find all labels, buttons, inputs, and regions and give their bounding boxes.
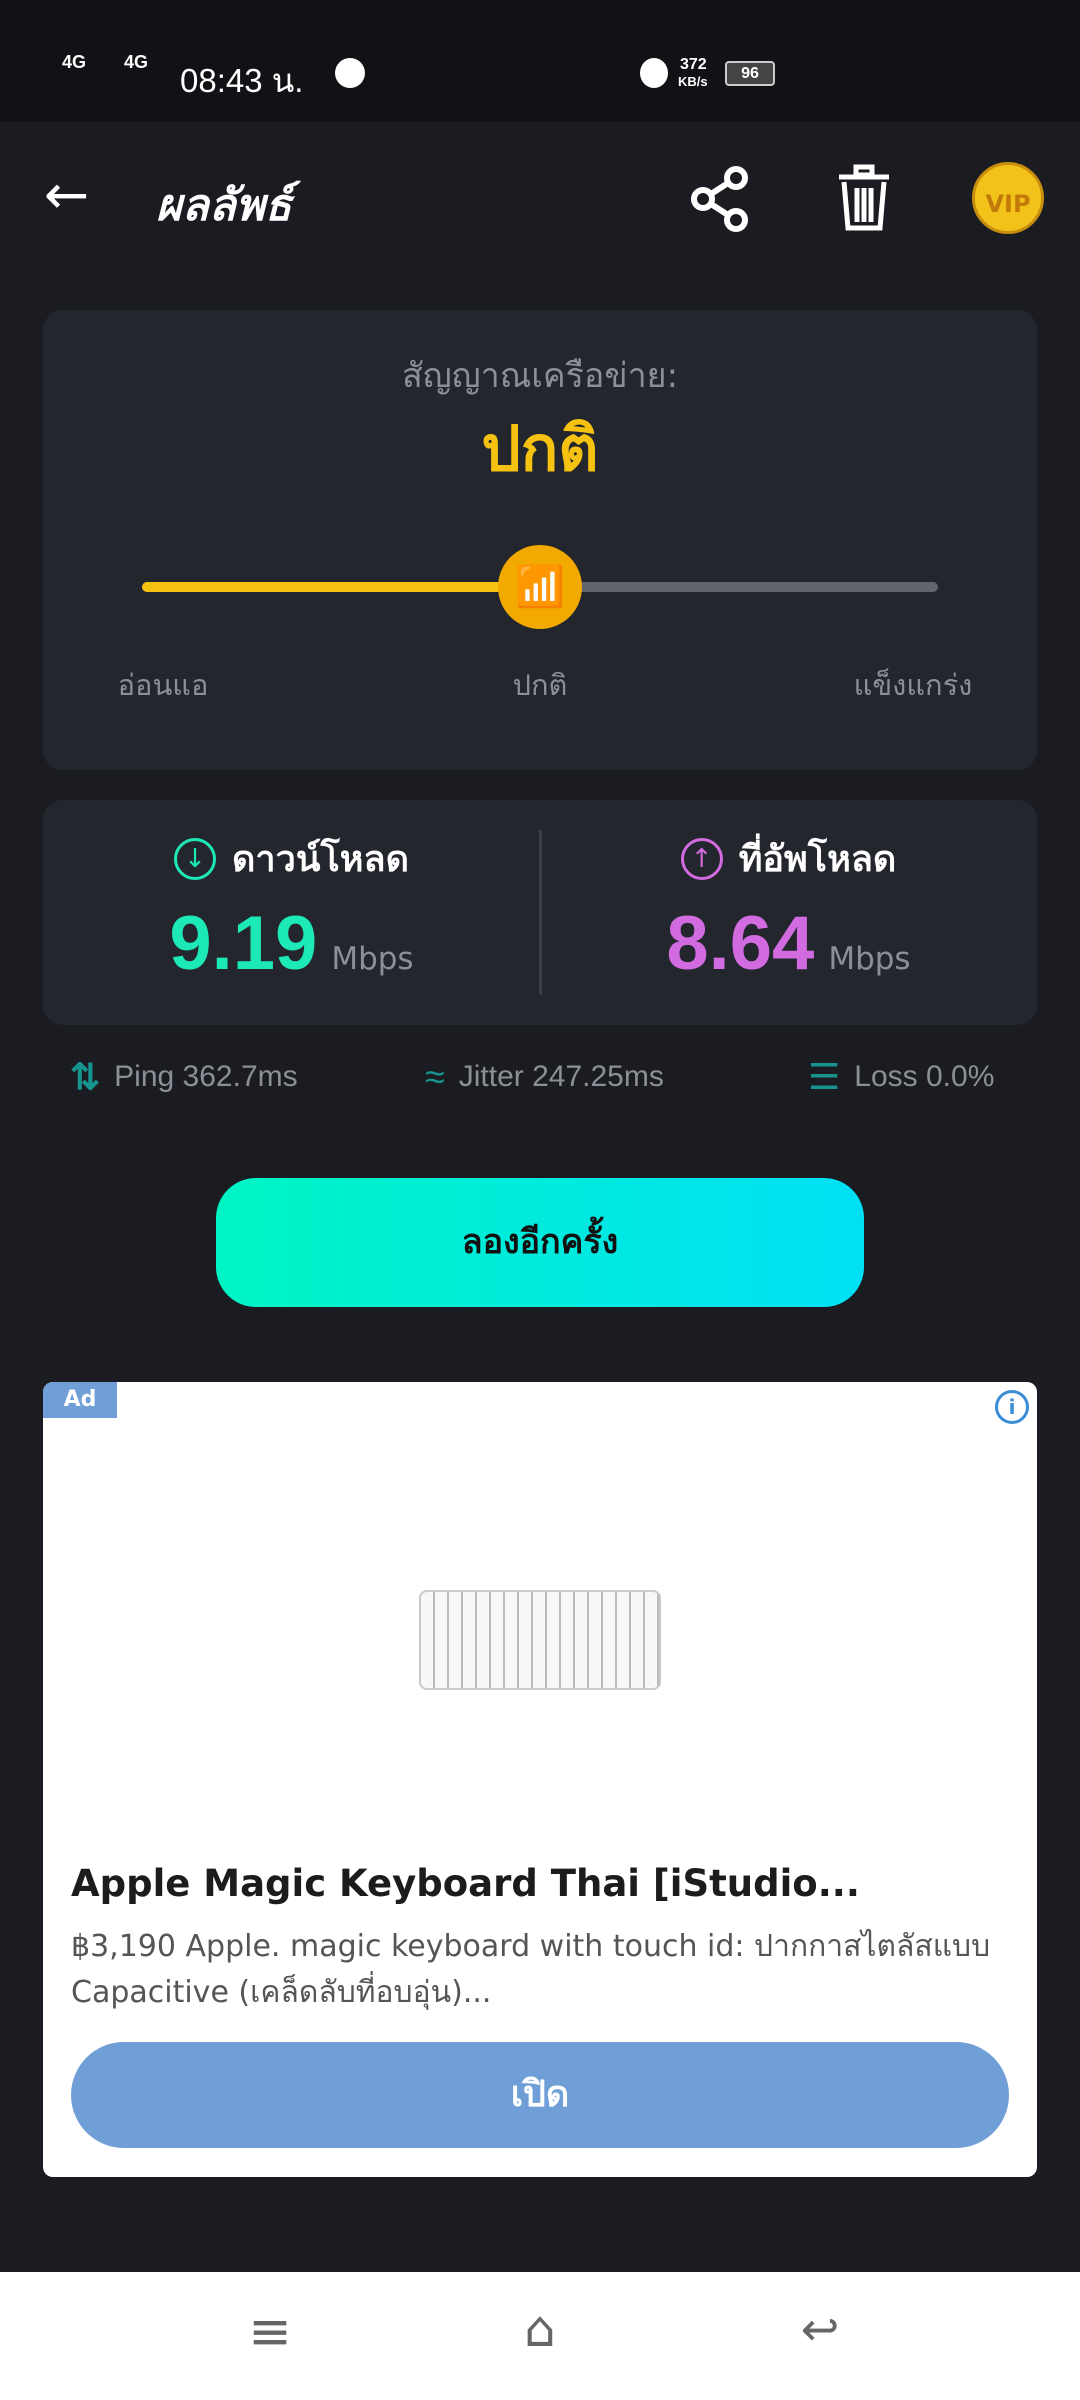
home-icon[interactable]: ⌂ — [524, 2300, 556, 2358]
divider — [539, 830, 542, 995]
ad-badge: Ad — [43, 1382, 117, 1418]
keyboard-image — [419, 1590, 661, 1690]
upload-icon: ↑ — [680, 837, 723, 880]
share-icon[interactable] — [690, 166, 750, 232]
loss-text: Loss 0.0% — [854, 1060, 995, 1093]
battery-icon: 96 — [725, 61, 775, 86]
jitter-icon: ≈ — [425, 1056, 445, 1097]
net-speed-unit: KB/s — [678, 74, 708, 89]
jitter-stat: ≈ Jitter 247.25ms — [425, 1056, 664, 1098]
clock: 08:43 น. — [180, 62, 304, 99]
upload-unit: Mbps — [828, 941, 911, 977]
ad-card[interactable]: Ad i Apple Magic Keyboard Thai [iStudio.… — [43, 1382, 1037, 2177]
back-nav-icon[interactable]: ↩ — [800, 2302, 840, 2356]
wifi-icon: 📶 — [498, 545, 582, 629]
alarm-icon — [640, 58, 668, 88]
scale-normal: ปกติ — [512, 668, 568, 702]
upload-label: ที่อัพโหลด — [738, 839, 897, 880]
scale-weak: อ่อนแอ — [117, 668, 209, 702]
net-speed: 372 — [680, 56, 707, 73]
signal-value: ปกติ — [481, 412, 599, 485]
download-unit: Mbps — [331, 941, 414, 977]
vip-badge[interactable]: VIP — [972, 162, 1044, 234]
signal-label: สัญญาณเครือข่าย: — [401, 356, 679, 396]
trash-icon[interactable] — [836, 164, 892, 232]
retry-button[interactable]: ลองอีกครั้ง — [216, 1178, 864, 1307]
network-2: 4G — [124, 52, 149, 72]
loss-stat: ☰ Loss 0.0% — [808, 1056, 994, 1098]
status-bar: 4G 4G 08:43 น. 372 KB/s 96 — [0, 0, 1080, 122]
network-1: 4G — [62, 52, 87, 72]
nav-bar: ≡ ⌂ ↩ — [0, 2272, 1080, 2400]
download-icon: ↓ — [174, 837, 217, 880]
upload-value: 8.64 — [666, 901, 815, 986]
page-title: ผลลัพธ์ — [156, 180, 292, 231]
back-button[interactable]: ← — [44, 163, 90, 226]
loss-icon: ☰ — [808, 1056, 841, 1097]
menu-icon[interactable]: ≡ — [248, 2302, 292, 2362]
scale-strong: แข็งแกร่ง — [853, 668, 973, 702]
ad-title: Apple Magic Keyboard Thai [iStudio... — [71, 1862, 860, 1905]
ping-icon: ⇅ — [70, 1056, 101, 1097]
ad-description: ฿3,190 Apple. magic keyboard with touch … — [71, 1929, 991, 2010]
ad-open-button[interactable]: เปิด — [71, 2042, 1009, 2148]
jitter-text: Jitter 247.25ms — [458, 1060, 664, 1093]
signal-fill — [142, 582, 540, 592]
ping-text: Ping 362.7ms — [114, 1060, 298, 1093]
signal-card: สัญญาณเครือข่าย: ปกติ 📶 อ่อนแอ ปกติ แข็ง… — [43, 310, 1037, 770]
download-value: 9.19 — [169, 901, 318, 986]
messenger-icon — [335, 58, 365, 88]
ping-stat: ⇅ Ping 362.7ms — [70, 1056, 298, 1098]
ad-info-icon[interactable]: i — [995, 1390, 1029, 1424]
download-label: ดาวน์โหลด — [232, 839, 409, 880]
speed-card: ↓ ดาวน์โหลด 9.19 Mbps ↑ ที่อัพโหลด 8.64 … — [43, 800, 1037, 1025]
